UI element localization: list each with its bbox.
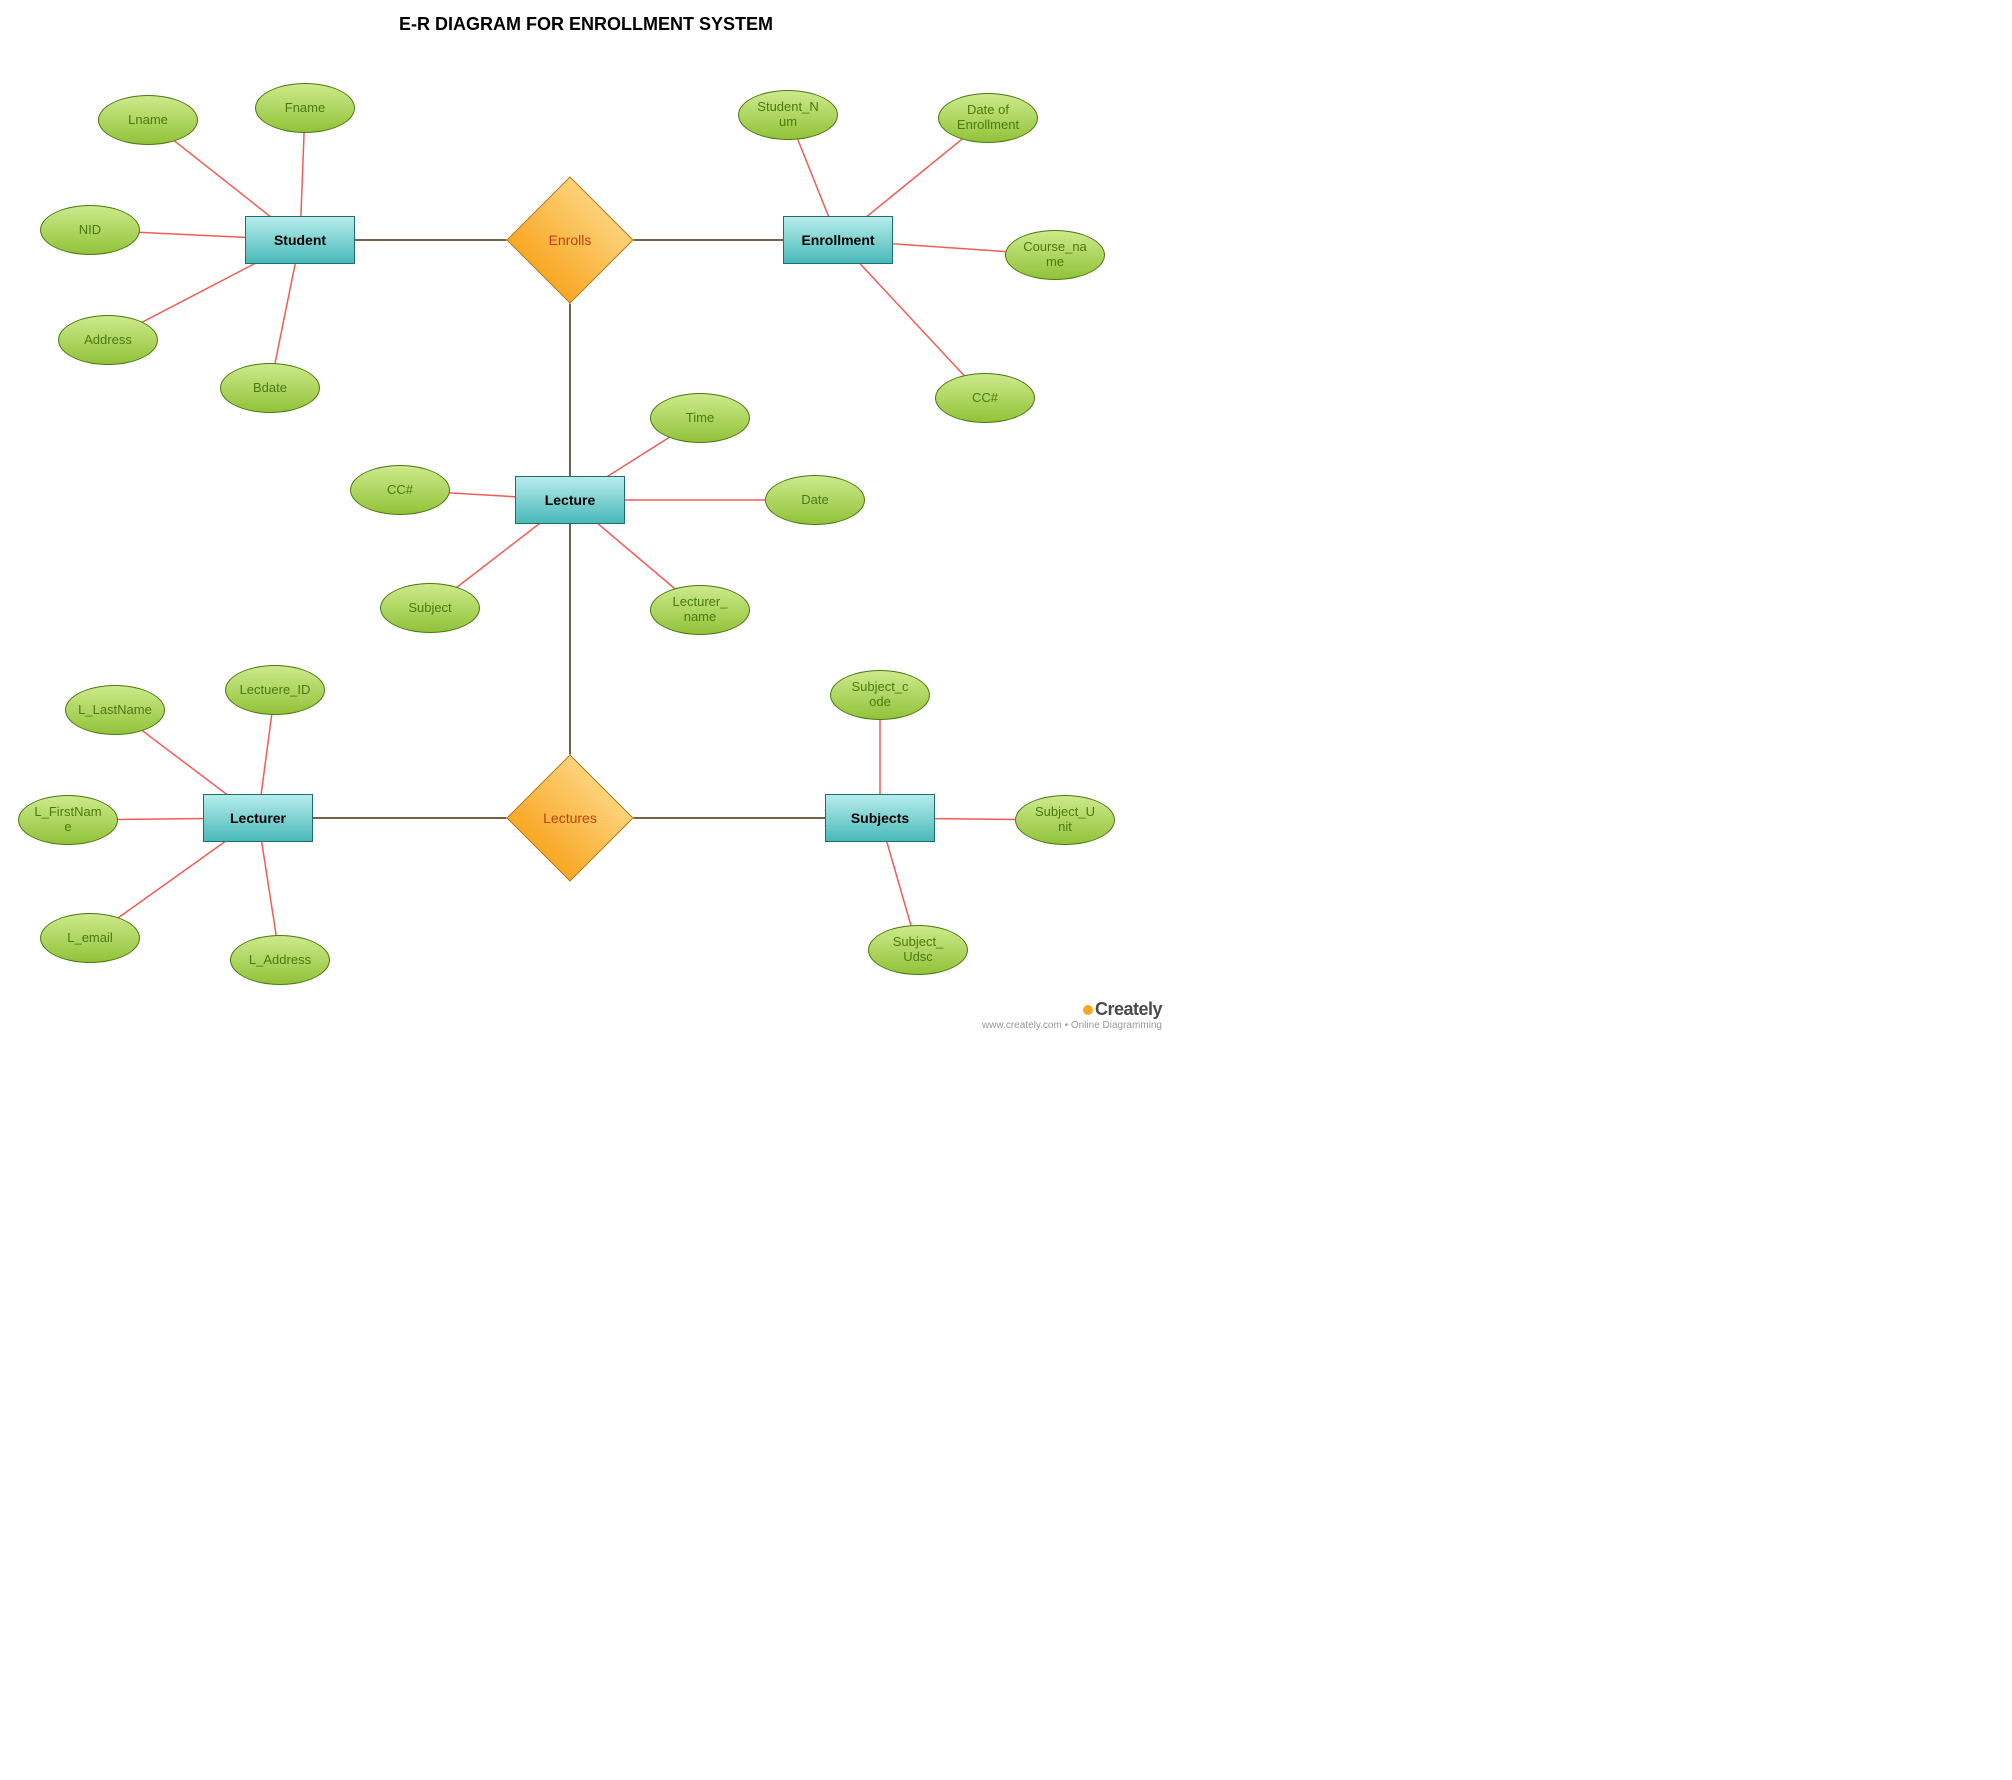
entity-lecture: Lecture: [515, 476, 625, 524]
attribute-date: Date: [765, 475, 865, 525]
relationship-enrolls: Enrolls: [525, 195, 615, 285]
brand-name: Creately: [1095, 999, 1162, 1019]
attribute-nid: NID: [40, 205, 140, 255]
entity-lecturer: Lecturer: [203, 794, 313, 842]
attribute-address: Address: [58, 315, 158, 365]
attribute-bdate: Bdate: [220, 363, 320, 413]
attribute-cc_enroll: CC#: [935, 373, 1035, 423]
attribute-l_lastname: L_LastName: [65, 685, 165, 735]
attribute-l_email: L_email: [40, 913, 140, 963]
attribute-l_firstname: L_FirstNam e: [18, 795, 118, 845]
creately-watermark: Creately www.creately.com • Online Diagr…: [982, 999, 1162, 1031]
entity-student: Student: [245, 216, 355, 264]
attribute-course_name: Course_na me: [1005, 230, 1105, 280]
entity-enrollment: Enrollment: [783, 216, 893, 264]
brand-dot-icon: [1083, 1005, 1093, 1015]
attribute-subject_lec: Subject: [380, 583, 480, 633]
attribute-subject_code: Subject_c ode: [830, 670, 930, 720]
relationship-lectures: Lectures: [525, 773, 615, 863]
attribute-subject_udsc: Subject_ Udsc: [868, 925, 968, 975]
attribute-lect_name: Lecturer_ name: [650, 585, 750, 635]
attribute-subject_unit: Subject_U nit: [1015, 795, 1115, 845]
entity-subjects: Subjects: [825, 794, 935, 842]
diagram-title: E-R DIAGRAM FOR ENROLLMENT SYSTEM: [0, 14, 1172, 35]
attribute-cc_lecture: CC#: [350, 465, 450, 515]
attribute-lname: Lname: [98, 95, 198, 145]
er-diagram-canvas: E-R DIAGRAM FOR ENROLLMENT SYSTEM Create…: [0, 0, 1172, 1037]
attribute-time: Time: [650, 393, 750, 443]
attribute-lectuere_id: Lectuere_ID: [225, 665, 325, 715]
brand-sub: www.creately.com • Online Diagramming: [982, 1020, 1162, 1031]
attribute-date_enroll: Date of Enrollment: [938, 93, 1038, 143]
attribute-l_address: L_Address: [230, 935, 330, 985]
attribute-student_num: Student_N um: [738, 90, 838, 140]
attribute-fname: Fname: [255, 83, 355, 133]
